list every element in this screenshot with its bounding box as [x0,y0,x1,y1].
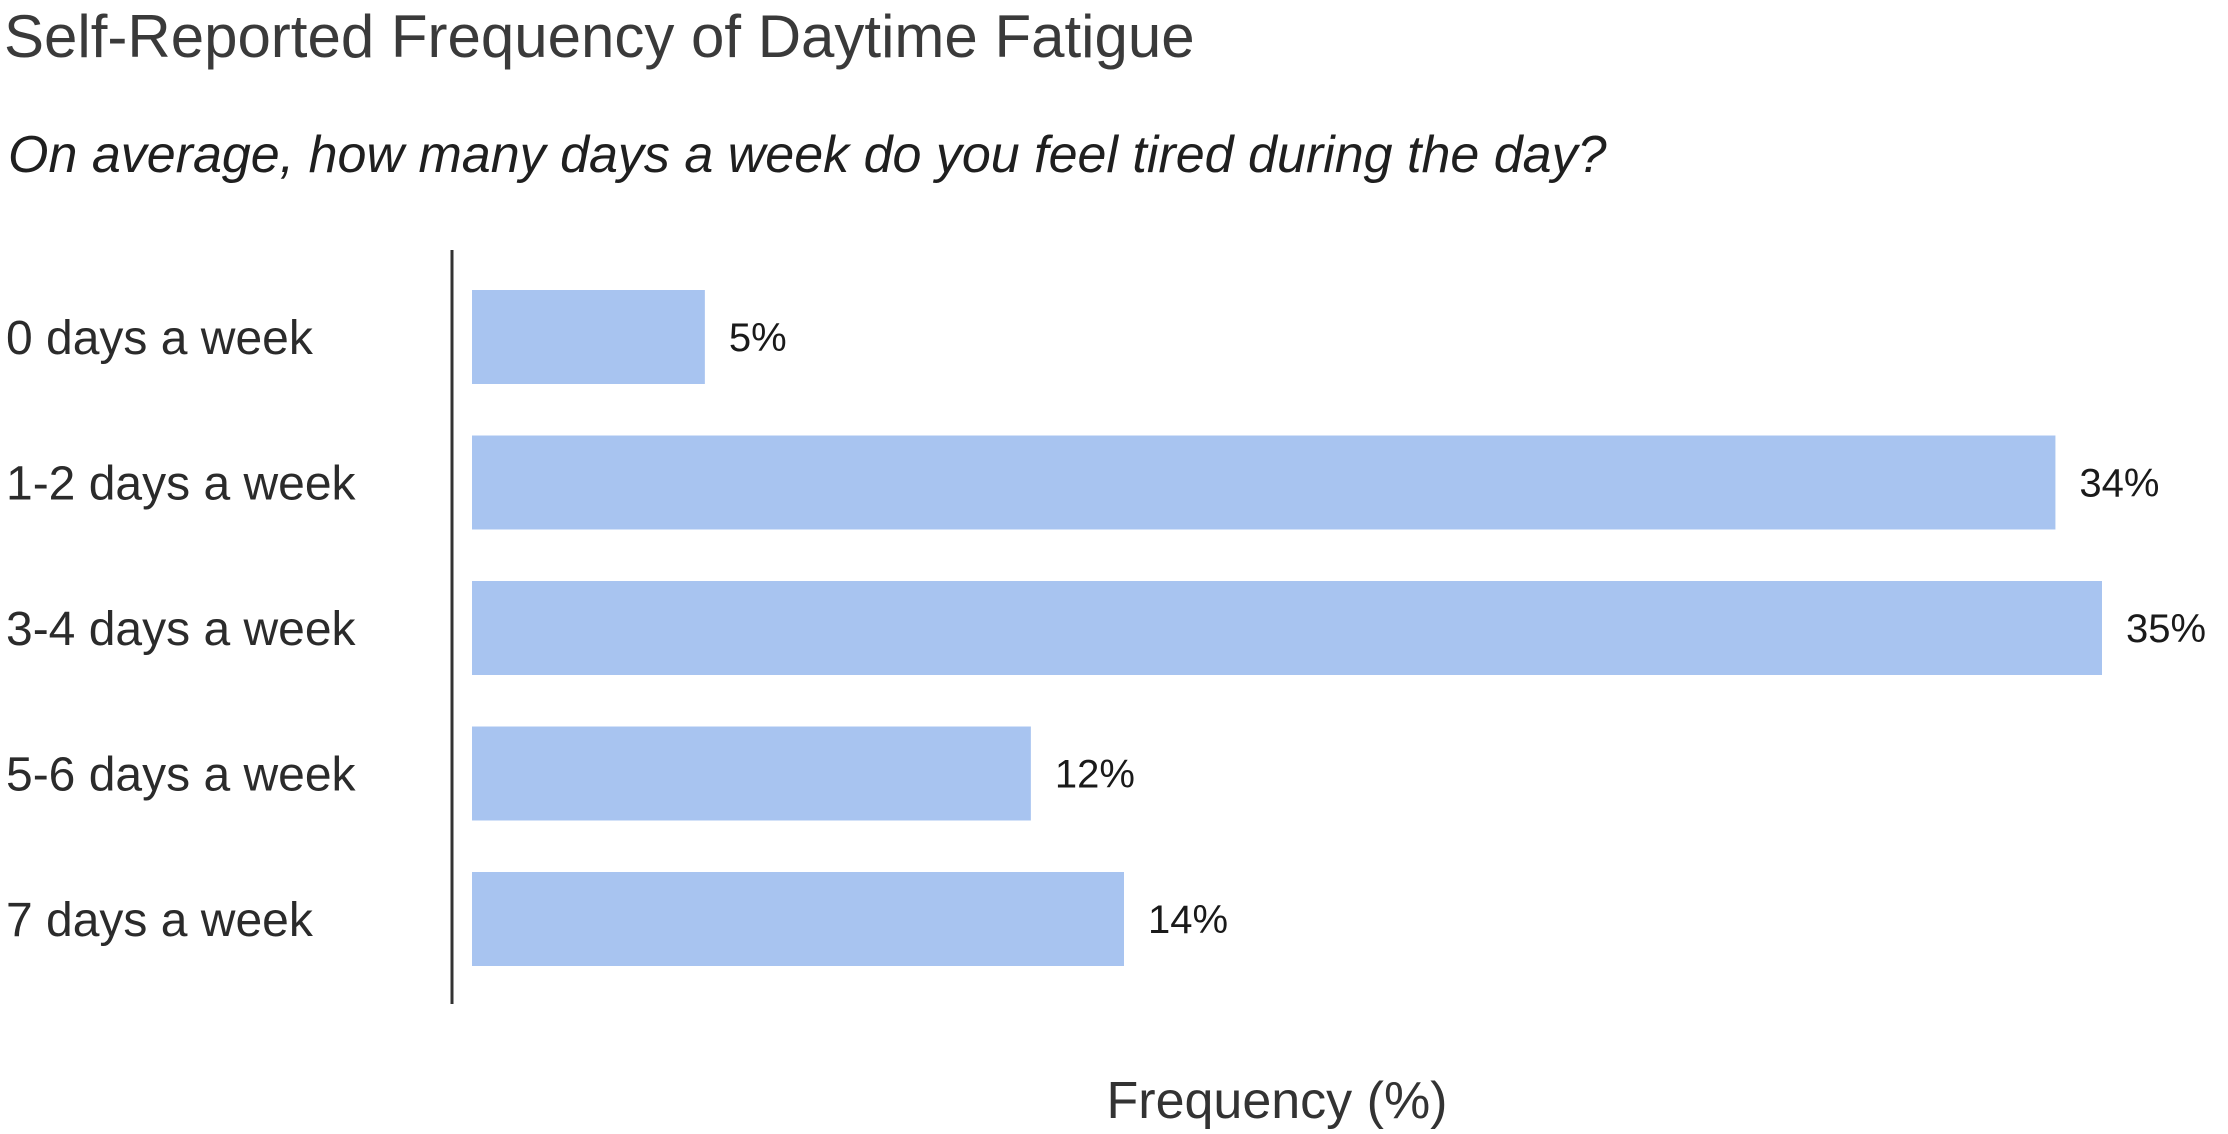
chart-title: Self-Reported Frequency of Daytime Fatig… [4,3,1195,70]
bar-0 [472,290,705,384]
value-label-3: 12% [1055,753,1135,797]
category-label-0: 0 days a week [6,312,314,365]
category-label-2: 3-4 days a week [6,603,357,656]
category-labels: 0 days a week 1-2 days a week 3-4 days a w… [6,312,357,947]
bars-group [472,290,2102,966]
bar-3 [472,726,1031,821]
bar-4 [472,872,1124,966]
value-label-2: 35% [2126,607,2206,651]
chart-subtitle: On average, how many days a week do you … [8,126,1607,184]
x-axis-title: Frequency (%) [1107,1072,1448,1130]
value-label-4: 14% [1148,898,1228,942]
value-label-1: 34% [2079,462,2159,506]
value-label-0: 5% [729,316,787,360]
bar-2 [472,581,2102,675]
category-label-1: 1-2 days a week [6,458,357,511]
category-label-3: 5-6 days a week [6,749,357,802]
value-labels: 5% 34% 35% 12% 14% [729,316,2206,942]
category-label-4: 7 days a week [6,894,314,947]
bar-1 [472,435,2056,530]
